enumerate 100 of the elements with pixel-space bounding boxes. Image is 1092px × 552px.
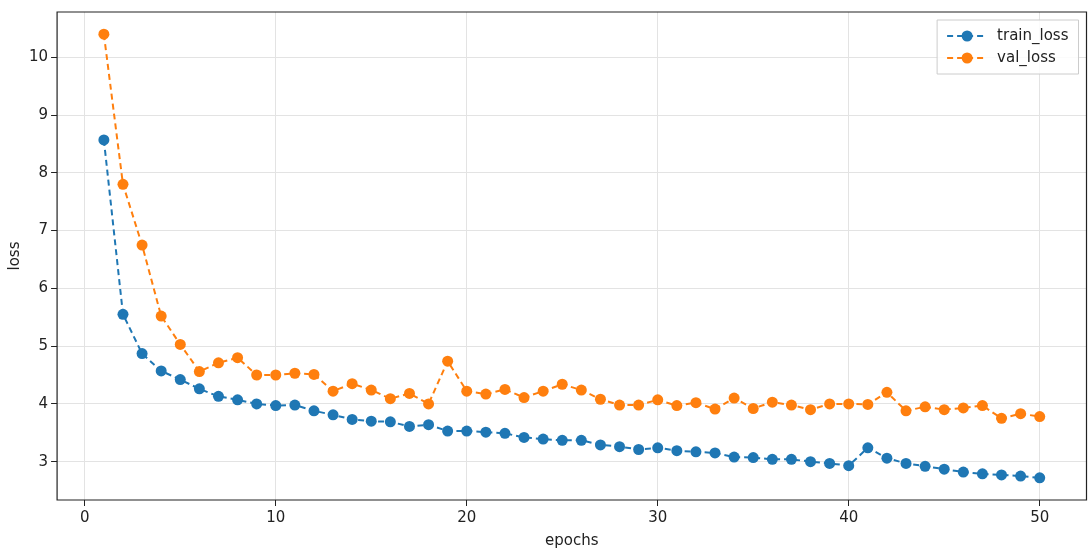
point — [480, 388, 492, 400]
point — [1015, 470, 1027, 482]
point — [575, 434, 587, 446]
y-tick-label: 7 — [38, 220, 49, 239]
point — [537, 433, 549, 445]
point — [652, 442, 664, 454]
point — [289, 399, 301, 411]
point — [327, 385, 339, 397]
point — [709, 447, 721, 459]
point — [614, 399, 626, 411]
point — [671, 400, 683, 412]
point — [690, 397, 702, 409]
point — [1015, 408, 1027, 420]
point — [117, 308, 129, 320]
point — [442, 425, 454, 437]
point — [900, 457, 912, 469]
point — [232, 394, 244, 406]
point — [881, 452, 893, 464]
point — [212, 357, 224, 369]
x-tick-label: 50 — [1030, 507, 1050, 526]
point — [384, 393, 396, 405]
point — [174, 374, 186, 386]
point — [251, 369, 263, 381]
point — [136, 348, 148, 360]
point — [403, 387, 415, 399]
point — [766, 453, 778, 465]
point — [308, 368, 320, 380]
point — [728, 451, 740, 463]
point — [193, 366, 205, 378]
x-tick-label: 40 — [839, 507, 859, 526]
point — [976, 468, 988, 480]
point — [499, 383, 511, 395]
point — [843, 460, 855, 472]
y-tick-label: 8 — [38, 162, 49, 181]
point — [747, 452, 759, 464]
point — [824, 457, 836, 469]
point — [537, 385, 549, 397]
point — [212, 390, 224, 402]
point — [881, 386, 893, 398]
point — [1034, 411, 1046, 423]
point — [136, 239, 148, 251]
x-tick-label: 10 — [266, 507, 286, 526]
point — [633, 399, 645, 411]
point — [461, 385, 473, 397]
x-axis-title: epochs — [545, 530, 599, 549]
point — [862, 398, 874, 410]
point — [938, 463, 950, 475]
point — [442, 355, 454, 367]
y-tick-label: 9 — [38, 104, 49, 123]
y-axis-title: loss — [4, 241, 23, 271]
point — [117, 178, 129, 190]
point — [900, 405, 912, 417]
point — [843, 398, 855, 410]
point — [747, 403, 759, 414]
point — [155, 310, 167, 322]
point — [423, 419, 435, 431]
point — [614, 441, 626, 453]
point — [346, 413, 358, 425]
point — [174, 338, 186, 350]
point — [232, 352, 244, 364]
point — [976, 400, 988, 412]
point — [957, 402, 969, 414]
point — [805, 404, 817, 416]
point — [518, 431, 530, 443]
y-tick-label: 6 — [38, 278, 49, 297]
point — [270, 369, 282, 381]
point — [1034, 472, 1046, 484]
point — [728, 392, 740, 404]
y-tick-label: 10 — [28, 47, 49, 66]
point — [308, 405, 320, 417]
point — [403, 420, 415, 432]
x-tick-label: 20 — [457, 507, 477, 526]
y-tick-label: 3 — [38, 451, 49, 470]
point — [461, 425, 473, 437]
point — [862, 442, 874, 454]
point — [996, 412, 1008, 424]
point — [919, 460, 931, 472]
point — [556, 378, 568, 390]
point — [98, 134, 110, 146]
point — [709, 403, 721, 415]
point — [785, 399, 797, 411]
point — [518, 392, 530, 404]
point — [938, 404, 950, 416]
x-tick-label: 30 — [648, 507, 668, 526]
point — [652, 394, 664, 406]
x-tick-label: 0 — [80, 507, 90, 526]
legend-label: train_loss — [997, 25, 1069, 45]
point — [251, 398, 263, 410]
point — [957, 466, 969, 478]
point — [594, 439, 606, 451]
point — [671, 445, 683, 457]
y-tick-label: 5 — [38, 336, 49, 354]
legend-label: val_loss — [997, 47, 1057, 67]
point — [556, 434, 568, 446]
point — [575, 384, 587, 396]
point — [633, 444, 645, 456]
point — [480, 426, 492, 438]
point — [270, 400, 282, 412]
point — [155, 365, 167, 377]
point — [996, 469, 1008, 481]
